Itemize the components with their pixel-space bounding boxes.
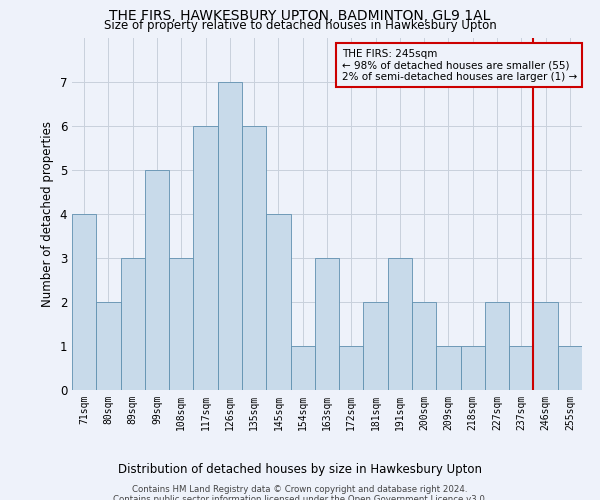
Bar: [121, 258, 145, 390]
Bar: [558, 346, 582, 390]
Bar: [364, 302, 388, 390]
Text: Size of property relative to detached houses in Hawkesbury Upton: Size of property relative to detached ho…: [104, 19, 496, 32]
Bar: [193, 126, 218, 390]
Bar: [485, 302, 509, 390]
Bar: [242, 126, 266, 390]
Bar: [96, 302, 121, 390]
Bar: [436, 346, 461, 390]
Text: THE FIRS: 245sqm
← 98% of detached houses are smaller (55)
2% of semi-detached h: THE FIRS: 245sqm ← 98% of detached house…: [341, 48, 577, 82]
Bar: [290, 346, 315, 390]
Text: THE FIRS, HAWKESBURY UPTON, BADMINTON, GL9 1AL: THE FIRS, HAWKESBURY UPTON, BADMINTON, G…: [109, 9, 491, 23]
Bar: [266, 214, 290, 390]
Bar: [388, 258, 412, 390]
Bar: [533, 302, 558, 390]
Y-axis label: Number of detached properties: Number of detached properties: [41, 120, 54, 306]
Bar: [72, 214, 96, 390]
Bar: [315, 258, 339, 390]
Bar: [218, 82, 242, 390]
Bar: [339, 346, 364, 390]
Text: Distribution of detached houses by size in Hawkesbury Upton: Distribution of detached houses by size …: [118, 462, 482, 475]
Bar: [145, 170, 169, 390]
Text: Contains HM Land Registry data © Crown copyright and database right 2024.
Contai: Contains HM Land Registry data © Crown c…: [113, 485, 487, 500]
Bar: [461, 346, 485, 390]
Bar: [509, 346, 533, 390]
Bar: [412, 302, 436, 390]
Bar: [169, 258, 193, 390]
